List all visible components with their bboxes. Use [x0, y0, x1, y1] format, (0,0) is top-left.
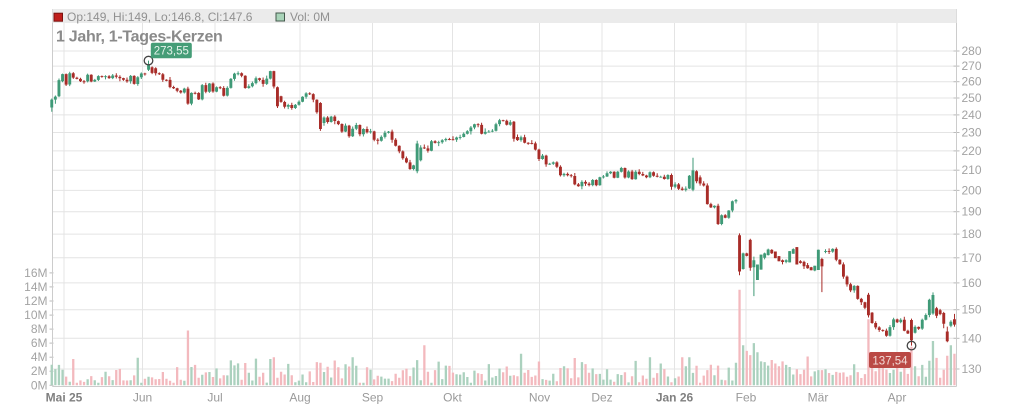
- svg-text:Okt: Okt: [443, 391, 462, 405]
- svg-text:270: 270: [962, 59, 982, 73]
- svg-text:210: 210: [962, 163, 982, 177]
- svg-text:Jan 26: Jan 26: [656, 391, 694, 405]
- svg-text:10M: 10M: [24, 308, 47, 322]
- svg-text:0M: 0M: [31, 378, 48, 392]
- svg-text:160: 160: [962, 276, 982, 290]
- svg-text:Dez: Dez: [591, 391, 612, 405]
- svg-text:Apr: Apr: [888, 391, 907, 405]
- svg-text:Jun: Jun: [133, 391, 152, 405]
- svg-text:250: 250: [962, 91, 982, 105]
- svg-text:280: 280: [962, 44, 982, 58]
- svg-text:2M: 2M: [31, 364, 48, 378]
- svg-text:150: 150: [962, 303, 982, 317]
- svg-text:170: 170: [962, 251, 982, 265]
- svg-text:140: 140: [962, 331, 982, 345]
- svg-text:273,55: 273,55: [154, 45, 189, 57]
- svg-text:1 Jahr, 1-Tages-Kerzen: 1 Jahr, 1-Tages-Kerzen: [56, 29, 223, 46]
- svg-text:190: 190: [962, 205, 982, 219]
- svg-text:Nov: Nov: [529, 391, 550, 405]
- svg-text:220: 220: [962, 144, 982, 158]
- svg-text:6M: 6M: [31, 336, 48, 350]
- svg-text:4M: 4M: [31, 350, 48, 364]
- svg-text:230: 230: [962, 126, 982, 140]
- svg-text:180: 180: [962, 227, 982, 241]
- svg-text:260: 260: [962, 75, 982, 89]
- svg-text:Jul: Jul: [207, 391, 222, 405]
- svg-text:Feb: Feb: [736, 391, 757, 405]
- svg-text:240: 240: [962, 108, 982, 122]
- svg-text:8M: 8M: [31, 322, 48, 336]
- svg-text:130: 130: [962, 362, 982, 376]
- svg-text:Op:149, Hi:149, Lo:146.8, Cl:1: Op:149, Hi:149, Lo:146.8, Cl:147.6: [67, 10, 253, 24]
- svg-text:14M: 14M: [24, 280, 47, 294]
- svg-text:Vol: 0M: Vol: 0M: [290, 10, 330, 24]
- svg-text:Sep: Sep: [362, 391, 384, 405]
- svg-text:200: 200: [962, 183, 982, 197]
- svg-text:Aug: Aug: [289, 391, 310, 405]
- svg-text:Mär: Mär: [808, 391, 829, 405]
- svg-text:16M: 16M: [24, 266, 47, 280]
- svg-text:Mai 25: Mai 25: [46, 391, 83, 405]
- svg-text:137,54: 137,54: [872, 356, 908, 368]
- svg-text:12M: 12M: [24, 294, 47, 308]
